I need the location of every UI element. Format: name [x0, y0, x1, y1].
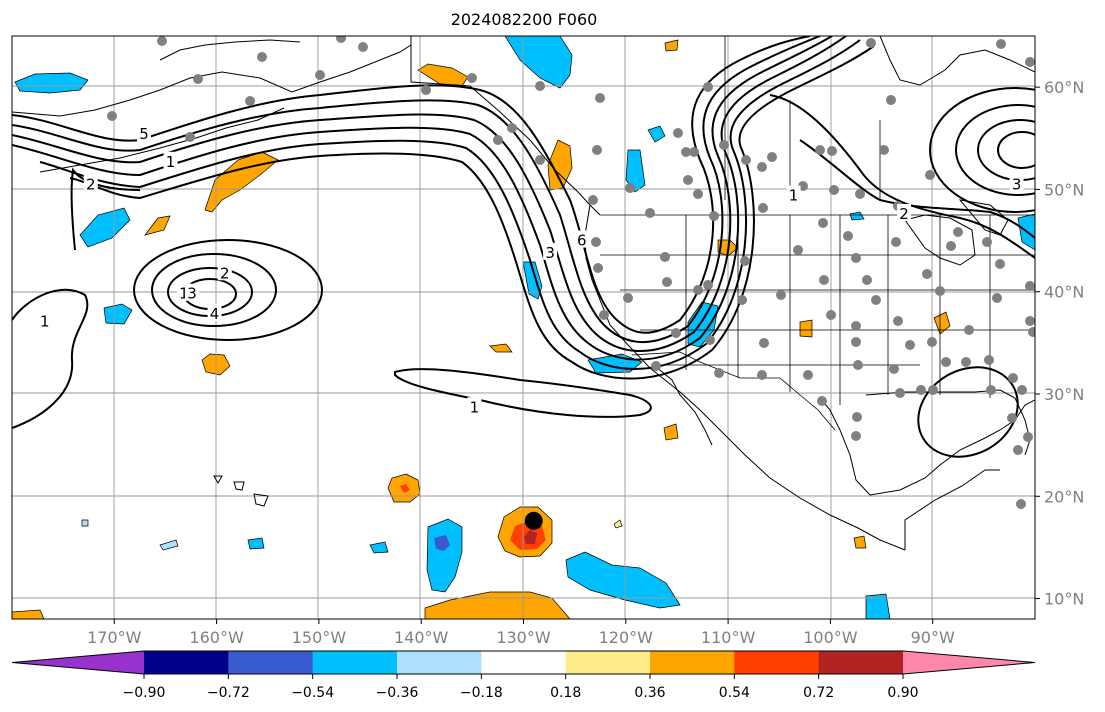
contour-label-bg	[467, 397, 482, 415]
shaded-anomaly-layer	[12, 36, 1035, 619]
contour-label: 2	[899, 205, 909, 223]
colorbar-tick-label: −0.18	[460, 685, 503, 701]
lon-tick-label: 110°W	[701, 628, 756, 647]
colorbar-segment	[565, 651, 651, 674]
contour-label: 1	[40, 312, 50, 330]
lon-tick-label: 140°W	[394, 628, 449, 647]
colorbar-tick-label: 0.54	[719, 685, 750, 701]
lon-tick-label: 160°W	[189, 628, 244, 647]
lat-tick-label: 40°N	[1044, 283, 1084, 302]
colorbar-tick-label: −0.72	[207, 685, 250, 701]
contour-label-bg	[217, 263, 232, 281]
colorbar-tick-label: 0.36	[634, 685, 665, 701]
contour-label: 1	[166, 153, 176, 171]
contour-label: 2	[86, 175, 96, 193]
lon-tick-label: 170°W	[87, 628, 142, 647]
contour-label: 4	[210, 305, 220, 323]
contour-label-bg	[185, 283, 200, 301]
colorbar-segment	[734, 651, 820, 674]
colorbar-tick-label: 0.72	[803, 685, 834, 701]
colorbar-tick-label: −0.54	[291, 685, 334, 701]
lat-tick-label: 60°N	[1044, 78, 1084, 97]
contour-label-bg	[543, 242, 558, 260]
colorbar-segment	[397, 651, 482, 674]
colorbar-segment	[818, 651, 904, 674]
contour-label-bg	[786, 185, 801, 203]
colorbar	[11, 650, 1036, 675]
lat-tick-label: 10°N	[1044, 590, 1084, 609]
colorbar-segment	[650, 651, 735, 674]
contour-label-bg	[83, 174, 98, 192]
lat-tick-label: 30°N	[1044, 385, 1084, 404]
colorbar-segment	[144, 651, 229, 674]
lon-tick-label: 100°W	[803, 628, 858, 647]
contour-label-bg	[207, 304, 222, 322]
contour-label: 1	[179, 285, 189, 303]
contour-label: 3	[187, 285, 197, 303]
colorbar-tick-label: −0.36	[376, 685, 419, 701]
contour-label-bg	[1009, 174, 1024, 192]
colorbar-segment	[312, 651, 398, 674]
lat-tick-label: 50°N	[1044, 180, 1084, 199]
station-markers	[107, 36, 1035, 509]
contour-label: 6	[577, 232, 587, 250]
contour-label: 5	[139, 125, 149, 143]
contour-label: 1	[470, 398, 480, 416]
contour-label-bg	[136, 124, 151, 142]
lon-tick-label: 120°W	[599, 628, 654, 647]
lon-tick-label: 130°W	[496, 628, 551, 647]
longitude-axis: 170°W 160°W 150°W 140°W 130°W 120°W 110°W 100°W…	[87, 619, 955, 647]
colorbar-tick-labels: −0.90 −0.72 −0.54 −0.36 −0.18 0.18 0.36 0.54 0.7…	[123, 674, 919, 701]
contour-label-bg	[897, 203, 912, 221]
map-title: 2024082200 F060	[450, 10, 598, 29]
colorbar-tick-label: 0.18	[550, 685, 581, 701]
contour-label: 2	[220, 264, 230, 282]
colorbar-tick-label: 0.90	[887, 685, 918, 701]
contour-label: 3	[545, 244, 555, 262]
latitude-axis: 60°N 50°N 40°N 30°N 20°N 10°N	[1035, 78, 1084, 609]
contour-label-bg	[574, 230, 589, 248]
colorbar-extend-high	[903, 651, 1035, 674]
contour-label: 3	[1012, 175, 1022, 193]
contour-label-bg	[163, 151, 178, 169]
lon-tick-label: 90°W	[911, 628, 955, 647]
contour-label: 1	[789, 187, 799, 205]
tropical-storm-marker	[524, 511, 543, 530]
colorbar-segment	[228, 651, 314, 674]
colorbar-extend-low	[12, 651, 144, 674]
lon-tick-label: 150°W	[292, 628, 347, 647]
colorbar-tick-label: −0.90	[123, 685, 166, 701]
lat-tick-label: 20°N	[1044, 487, 1084, 506]
contour-label-bg	[37, 311, 52, 329]
colorbar-segment	[481, 651, 567, 674]
